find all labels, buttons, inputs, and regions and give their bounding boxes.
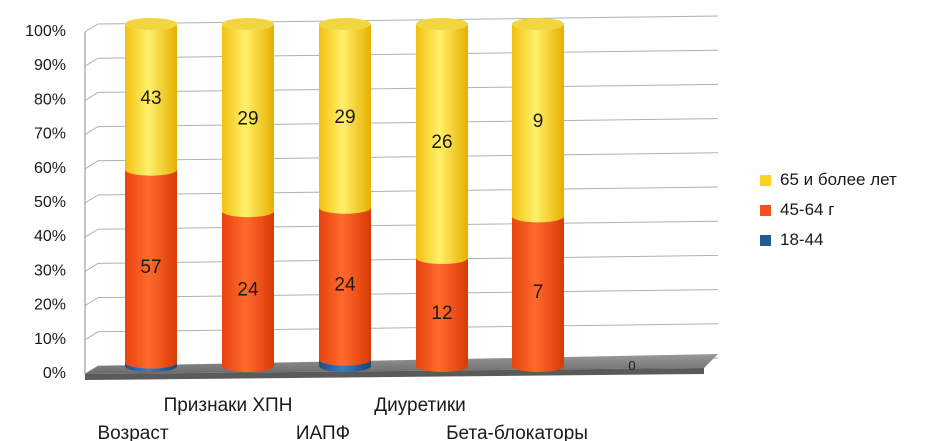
bar-segment <box>125 169 177 369</box>
data-label: 29 <box>237 109 258 130</box>
category-label: ИАПФ <box>296 423 350 441</box>
legend-item-45-64: 45-64 г <box>760 195 897 225</box>
bar-segment <box>512 24 564 223</box>
data-label: 24 <box>334 275 356 296</box>
gridline <box>84 323 719 341</box>
bars <box>125 18 564 372</box>
legend-label: 65 и более лет <box>780 170 897 189</box>
category-label: Диуретики <box>374 395 466 416</box>
data-label: 7 <box>533 282 544 303</box>
grid-lines <box>84 15 719 375</box>
y-tick-label: 90% <box>34 57 66 74</box>
data-label: 9 <box>533 111 544 132</box>
bar-segment <box>416 258 468 372</box>
bar-segment <box>125 24 177 176</box>
gridline <box>84 118 719 136</box>
gridline <box>84 289 719 307</box>
legend-swatch-yellow <box>760 174 771 186</box>
bar-top <box>125 18 177 30</box>
gridline <box>84 152 719 170</box>
gridline <box>84 186 719 204</box>
bar-segment <box>512 216 564 372</box>
data-labels: 57 24 24 12 7 43 29 29 26 9 0 <box>140 88 635 373</box>
bar-top <box>222 18 274 30</box>
y-tick-label: 40% <box>34 228 66 245</box>
bar-top <box>319 18 371 30</box>
legend-item-65-plus: 65 и более лет <box>760 165 897 195</box>
data-label: 24 <box>237 280 259 301</box>
category-label: Возраст <box>97 423 168 441</box>
category-label: Бета-блокаторы <box>446 423 588 441</box>
data-label: 12 <box>431 303 452 324</box>
legend-swatch-red <box>760 204 771 216</box>
y-tick-label: 60% <box>34 160 66 177</box>
data-label-zero: 0 <box>628 358 635 373</box>
data-label: 43 <box>140 88 161 109</box>
gridline <box>84 254 719 272</box>
legend-item-18-44: 18-44 <box>760 225 897 255</box>
legend-label: 45-64 г <box>780 200 835 219</box>
bar-segment <box>319 359 371 372</box>
gridline <box>84 15 719 33</box>
data-label: 26 <box>431 132 452 153</box>
y-axis: 0% 10% 20% 30% 40% 50% 60% 70% 80% 90% 100% <box>25 23 86 382</box>
chart-floor <box>85 354 718 380</box>
legend: 65 и более лет 45-64 г 18-44 <box>760 165 897 255</box>
y-tick-label: 0% <box>43 365 66 382</box>
y-tick-label: 100% <box>25 23 66 40</box>
bar-segment <box>125 362 177 372</box>
bar-segment <box>222 211 274 372</box>
category-label: Признаки ХПН <box>164 395 293 416</box>
bar-segment <box>416 24 468 264</box>
data-label: 29 <box>334 107 355 128</box>
legend-swatch-blue <box>760 234 771 246</box>
y-tick-label: 10% <box>34 331 66 348</box>
y-tick-label: 70% <box>34 126 66 143</box>
y-tick-label: 20% <box>34 297 66 314</box>
bar-segment <box>319 24 371 214</box>
bar-top <box>416 18 468 30</box>
gridline <box>84 83 719 101</box>
bar-segment <box>319 207 371 366</box>
y-tick-label: 50% <box>34 194 66 211</box>
bar-top <box>512 18 564 30</box>
legend-label: 18-44 <box>780 230 824 249</box>
data-label: 57 <box>140 257 161 278</box>
y-tick-label: 80% <box>34 91 66 108</box>
y-tick-label: 30% <box>34 262 66 279</box>
bar-segment <box>222 24 274 218</box>
gridline <box>84 220 719 238</box>
gridline <box>84 49 719 67</box>
